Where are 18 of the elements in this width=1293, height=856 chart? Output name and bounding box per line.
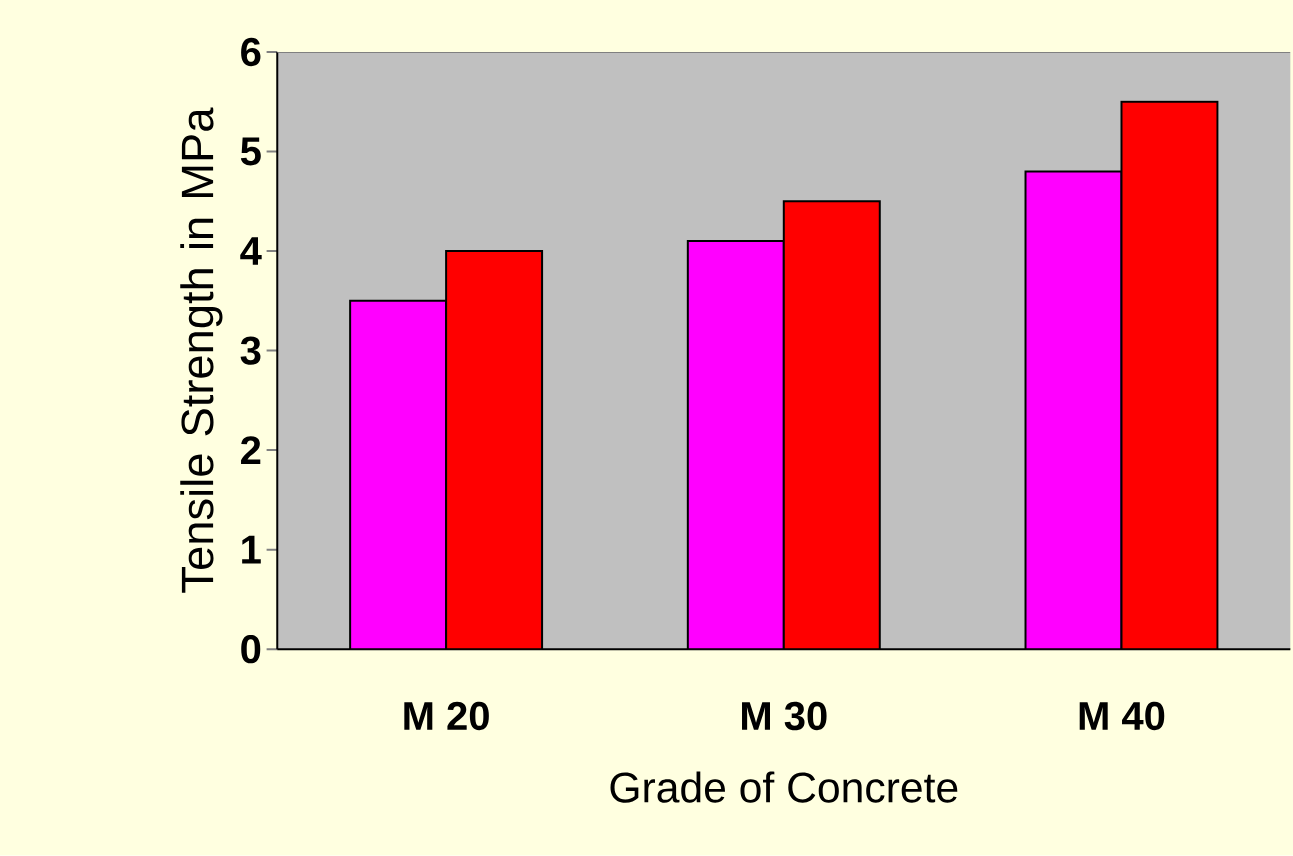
y-tick-label: 4: [240, 237, 262, 265]
x-axis-title: Grade of Concrete: [610, 771, 958, 803]
bar: [1024, 170, 1123, 650]
y-tick-label: 2: [241, 436, 261, 465]
y-tick-label: 1: [242, 535, 261, 564]
bar: [350, 300, 447, 650]
x-tick-label: M 30: [742, 701, 827, 731]
y-tick-label: 6: [241, 37, 261, 67]
bar: [687, 241, 784, 650]
x-tick-label: M 20: [404, 701, 489, 731]
y-tick-label: 3: [240, 336, 261, 365]
y-axis-title: Tensile Strength in MPa: [180, 107, 223, 593]
x-tick-label: M 40: [1079, 701, 1165, 731]
bar: [783, 201, 880, 650]
y-tick-label: 0: [241, 635, 261, 664]
bar: [1120, 100, 1219, 650]
bar: [446, 251, 543, 650]
y-tick-label: 5: [240, 137, 261, 166]
